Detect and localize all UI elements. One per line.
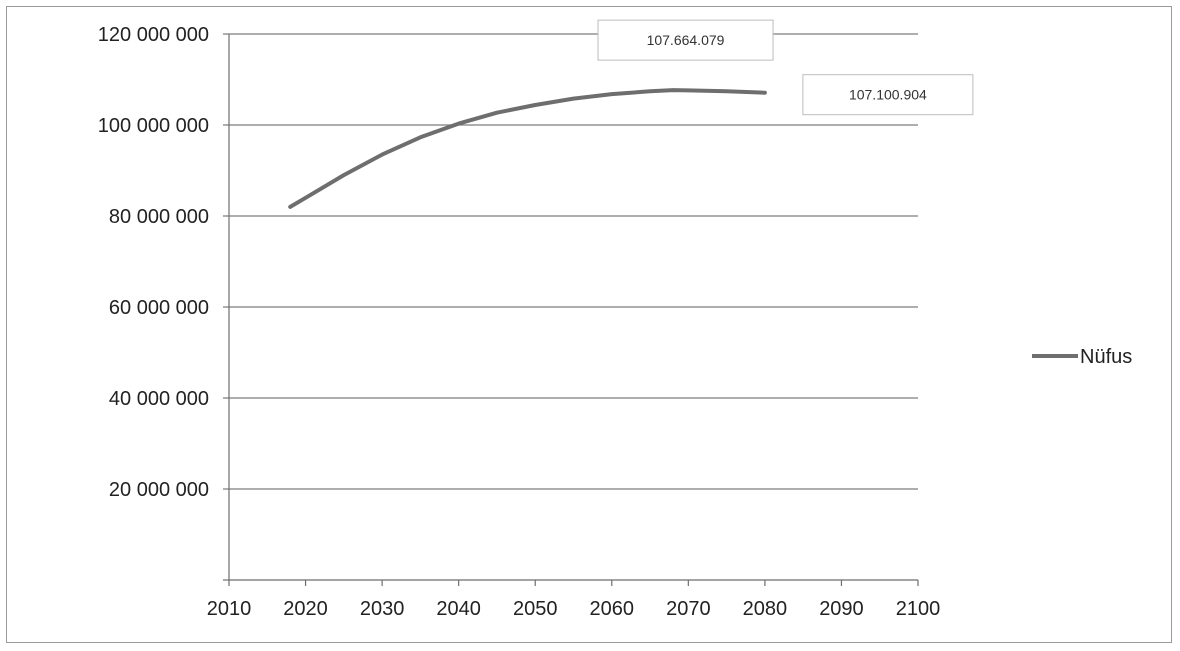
y-tick-label: 80 000 000 (109, 206, 209, 228)
y-tick-label: 20 000 000 (109, 479, 209, 501)
legend: Nüfus (1032, 346, 1132, 368)
y-tick-label: 60 000 000 (109, 297, 209, 319)
chart-frame (6, 6, 1172, 643)
series-line-nufus (288, 88, 767, 209)
data-label-text: 107.664.079 (647, 32, 725, 48)
data-label-text: 107.100.904 (849, 87, 927, 103)
series-lines (288, 88, 767, 209)
x-tick-label: 2070 (666, 598, 711, 620)
x-tick-label: 2010 (207, 598, 252, 620)
x-tick-label: 2080 (743, 598, 788, 620)
x-tick-label: 2050 (513, 598, 558, 620)
y-tick-label: 40 000 000 (109, 388, 209, 410)
x-tick-label: 2030 (360, 598, 405, 620)
y-tick-label: 100 000 000 (98, 115, 209, 137)
gridlines (223, 33, 918, 490)
x-tick-label: 2100 (896, 598, 941, 620)
axes (223, 34, 919, 586)
data-label-box (802, 74, 974, 116)
x-tick-label: 2040 (436, 598, 481, 620)
x-tick-label: 2090 (819, 598, 864, 620)
x-axis-tick-labels: 2010 2020 2030 2040 2050 2060 2070 2080 2090 2100 (207, 598, 941, 620)
x-tick-label: 2060 (590, 598, 635, 620)
y-tick-label: 120 000 000 (98, 24, 209, 46)
x-tick-label: 2020 (283, 598, 328, 620)
y-axis-tick-labels: 20 000 000 40 000 000 60 000 000 80 000 000… (98, 24, 209, 501)
data-label-box (597, 19, 774, 61)
legend-label-nufus: Nüfus (1080, 346, 1132, 368)
data-label-callouts: 107.664.079 107.100.904 (597, 19, 974, 116)
